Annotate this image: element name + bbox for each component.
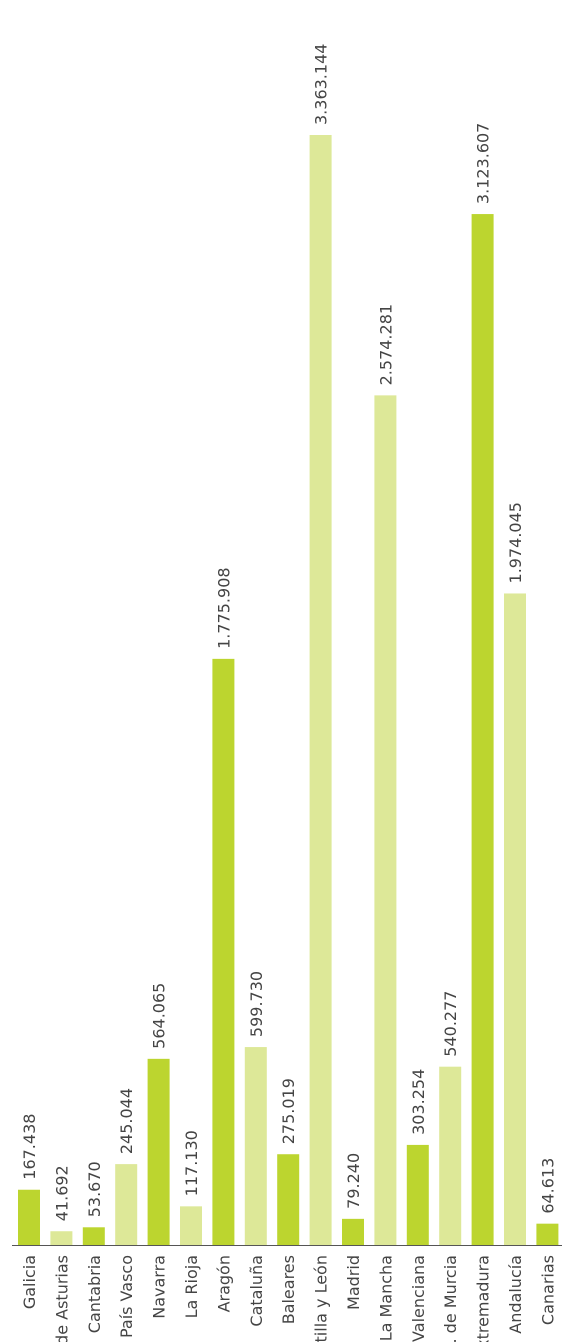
value-label-0: 167.438: [20, 1114, 39, 1180]
bar-11: [374, 395, 397, 1245]
value-label-11: 2.574.281: [376, 304, 395, 385]
value-label-7: 599.730: [247, 971, 266, 1037]
category-label-2: Cantabria: [85, 1255, 104, 1333]
category-label-9: Castilla y León: [312, 1255, 331, 1342]
category-label-6: Aragón: [214, 1255, 233, 1312]
category-label-8: Baleares: [279, 1255, 298, 1324]
value-label-4: 564.065: [150, 983, 169, 1049]
bar-6: [212, 658, 235, 1245]
value-label-8: 275.019: [279, 1078, 298, 1144]
bar-9: [309, 135, 332, 1245]
value-label-2: 53.670: [85, 1161, 104, 1217]
value-label-9: 3.363.144: [312, 44, 331, 125]
category-label-12: C. Valenciana: [409, 1255, 428, 1342]
bar-3: [115, 1164, 138, 1245]
bar-8: [277, 1154, 300, 1245]
value-label-14: 3.123.607: [474, 123, 493, 204]
category-label-13: R. de Murcia: [441, 1255, 460, 1342]
bar-1: [50, 1231, 73, 1245]
value-label-12: 303.254: [409, 1069, 428, 1135]
category-labels-layer: Galicia P. de Asturias Cantabria País Vasco…: [20, 1255, 557, 1342]
bar-12: [406, 1144, 429, 1245]
value-label-10: 79.240: [344, 1153, 363, 1209]
value-label-6: 1.775.908: [214, 567, 233, 648]
category-label-0: Galicia: [20, 1255, 39, 1309]
bar-10: [342, 1218, 364, 1245]
value-label-5: 117.130: [182, 1130, 201, 1196]
category-label-1: P. de Asturias: [52, 1255, 71, 1342]
bar-16: [536, 1223, 559, 1245]
category-label-3: País Vasco: [117, 1255, 136, 1338]
bar-2: [82, 1227, 105, 1245]
bar-4: [147, 1058, 170, 1245]
category-label-4: Navarra: [150, 1255, 169, 1319]
bar-7: [244, 1047, 267, 1245]
category-label-11: Castilla-La Mancha: [376, 1255, 395, 1342]
value-label-1: 41.692: [52, 1165, 71, 1221]
value-label-16: 64.613: [538, 1158, 557, 1214]
value-label-15: 1.974.045: [506, 502, 525, 583]
bar-14: [471, 214, 494, 1245]
category-label-16: Canarias: [538, 1255, 557, 1325]
bar-5: [180, 1206, 202, 1245]
category-label-5: La Rioja: [182, 1255, 201, 1318]
category-label-7: Cataluña: [247, 1255, 266, 1327]
bar-15: [504, 593, 526, 1245]
bars-layer: [18, 135, 559, 1245]
bar-0: [18, 1189, 40, 1245]
value-label-13: 540.277: [441, 991, 460, 1057]
category-label-14: Extremadura: [474, 1255, 493, 1342]
value-labels-layer: 167.438 41.692 53.670 245.044 564.065 117.130…: [20, 44, 557, 1222]
category-label-15: Andalucía: [506, 1255, 525, 1334]
category-label-10: Madrid: [344, 1255, 363, 1310]
bar-13: [439, 1066, 462, 1245]
value-label-3: 245.044: [117, 1088, 136, 1154]
